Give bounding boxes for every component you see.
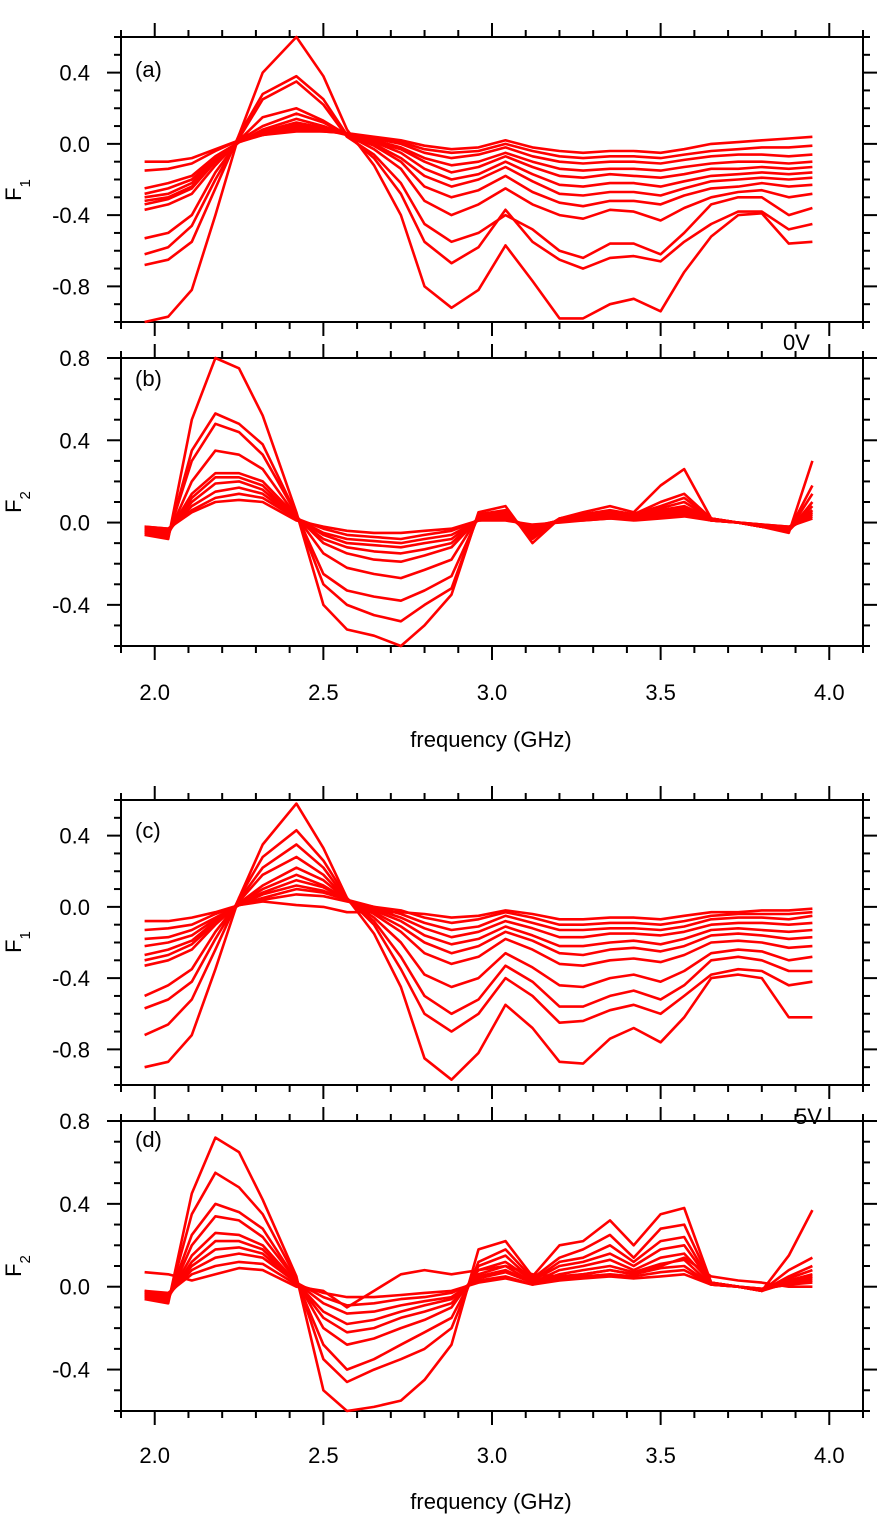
- x-tick-labels-bottom: 2.0 2.5 3.0 3.5 4.0: [139, 1443, 844, 1468]
- y-tick-label: -0.8: [52, 1037, 90, 1062]
- y-tick-label: 0.0: [59, 1275, 90, 1300]
- voltage-label-5v: 5V: [795, 1104, 822, 1129]
- series-line-a3: [144, 80, 813, 260]
- y-axis-title-subscript: 1: [17, 931, 34, 939]
- y-tick-labels: 0.4 0.0 -0.4 -0.8: [52, 61, 90, 300]
- y-tick-labels: 0.4 0.0 -0.4 -0.8: [52, 824, 90, 1063]
- panel-b: 0.8 0.4 0.0 -0.4 (b) F2: [1, 344, 877, 660]
- y-tick-label: 0.0: [59, 895, 90, 920]
- y-axis-title: F1: [1, 179, 34, 201]
- x-axis-title-bottom: frequency (GHz): [410, 1489, 571, 1514]
- y-axis-title-subscript: 2: [17, 1255, 34, 1263]
- series-line-d1: [144, 1136, 814, 1413]
- panel-label: (d): [135, 1127, 162, 1152]
- y-tick-labels: 0.8 0.4 0.0 -0.4: [52, 346, 90, 618]
- y-axis-title: F2: [1, 491, 34, 513]
- series-line-a5: [144, 112, 813, 212]
- x-tick-label: 3.0: [477, 680, 508, 705]
- x-tick-label: 4.0: [814, 1443, 845, 1468]
- x-axis-title-top: frequency (GHz): [410, 727, 571, 752]
- series-lines: [144, 356, 814, 648]
- series-line-b1: [144, 356, 814, 648]
- series-line-c11: [144, 900, 813, 923]
- y-tick-labels: 0.8 0.4 0.0 -0.4: [52, 1109, 90, 1383]
- y-axis-title: F1: [1, 931, 34, 953]
- series-line-d3: [144, 1202, 813, 1371]
- y-tick-label: 0.4: [59, 824, 90, 849]
- x-tick-label: 3.5: [645, 680, 676, 705]
- series-line-d2: [144, 1171, 814, 1384]
- series-line-c1: [144, 802, 813, 1081]
- y-tick-label: 0.8: [59, 346, 90, 371]
- y-tick-label: 0.4: [59, 1192, 90, 1217]
- y-tick-label: -0.4: [52, 593, 90, 618]
- y-axis-title-main: F: [1, 1263, 26, 1276]
- tick-marks: [107, 344, 877, 660]
- series-line-d6: [144, 1239, 813, 1326]
- x-tick-label: 2.0: [139, 680, 170, 705]
- tick-marks: [107, 23, 877, 336]
- y-axis-title-subscript: 2: [17, 491, 34, 499]
- series-line-a2: [144, 74, 813, 270]
- panel-label: (a): [135, 57, 162, 82]
- series-line-d5: [144, 1231, 813, 1334]
- tick-marks: [107, 1107, 877, 1425]
- y-tick-label: -0.8: [52, 274, 90, 299]
- series-line-c3: [144, 843, 813, 1016]
- panel-label: (b): [135, 366, 162, 391]
- panel-a: 0.4 0.0 -0.4 -0.8 (a) F1: [1, 23, 877, 336]
- series-line-d10: [144, 1256, 813, 1309]
- x-tick-label: 3.0: [477, 1443, 508, 1468]
- y-tick-label: -0.4: [52, 203, 90, 228]
- panel-c: 0.4 0.0 -0.4 -0.8 (c) F1: [1, 786, 877, 1099]
- y-tick-label: 0.4: [59, 61, 90, 86]
- y-axis-title-main: F: [1, 187, 26, 200]
- series-line-d8: [144, 1252, 813, 1307]
- voltage-label-0v: 0V: [783, 330, 810, 355]
- series-line-c7: [144, 878, 813, 957]
- series-line-a1: [144, 35, 813, 324]
- x-tick-label: 3.5: [645, 1443, 676, 1468]
- y-tick-label: 0.8: [59, 1109, 90, 1134]
- series-lines: [144, 35, 813, 324]
- y-axis-title: F2: [1, 1255, 34, 1277]
- series-lines: [144, 802, 813, 1081]
- y-tick-label: 0.0: [59, 511, 90, 536]
- y-tick-label: 0.0: [59, 132, 90, 157]
- x-tick-label: 2.0: [139, 1443, 170, 1468]
- panel-d: 0.8 0.4 0.0 -0.4 (d) F2: [1, 1107, 877, 1425]
- series-line-a4: [144, 107, 813, 240]
- series-line-a12: [144, 130, 813, 163]
- y-tick-label: -0.4: [52, 966, 90, 991]
- panel-label: (c): [135, 818, 161, 843]
- tick-marks: [107, 786, 877, 1099]
- y-axis-title-subscript: 1: [17, 179, 34, 187]
- y-axis-title-main: F: [1, 939, 26, 952]
- series-lines: [144, 1136, 814, 1413]
- y-tick-label: -0.4: [52, 1358, 90, 1383]
- x-tick-label: 2.5: [308, 680, 339, 705]
- series-line-d9: [144, 1260, 813, 1299]
- series-line-b10: [144, 498, 813, 535]
- x-tick-labels-top: 2.0 2.5 3.0 3.5 4.0: [139, 680, 844, 705]
- y-axis-title-main: F: [1, 499, 26, 512]
- series-line-c4: [144, 855, 813, 998]
- x-tick-label: 2.5: [308, 1443, 339, 1468]
- x-tick-label: 4.0: [814, 680, 845, 705]
- y-tick-label: 0.4: [59, 428, 90, 453]
- series-line-c2: [144, 828, 813, 1037]
